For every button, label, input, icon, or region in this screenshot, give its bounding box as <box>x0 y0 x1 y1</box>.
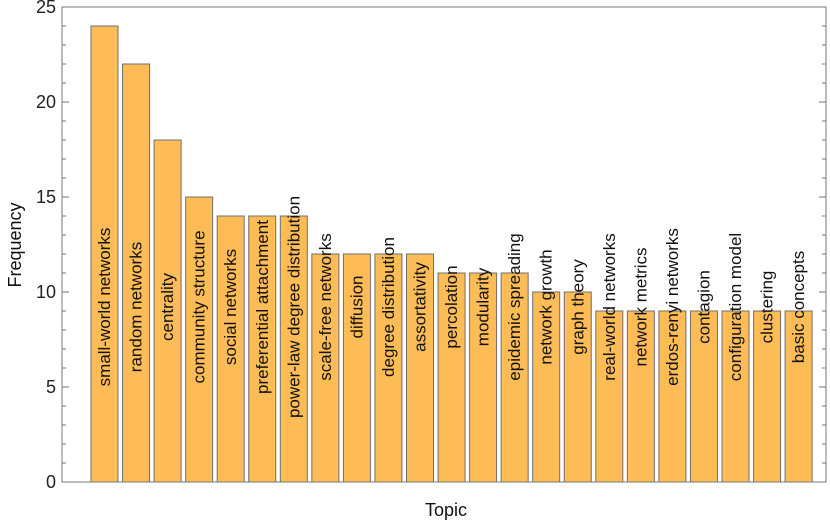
bar-label-19: contagion <box>694 270 713 344</box>
y-tick-label-20: 20 <box>36 92 56 112</box>
bar-label-11: percolation <box>442 265 461 348</box>
bar-label-2: centrality <box>158 272 177 341</box>
bar-label-18: erdos-renyi networks <box>663 228 682 386</box>
bar-label-5: preferential attachment <box>253 220 272 394</box>
bar-label-22: basic concepts <box>789 251 808 363</box>
x-axis-title: Topic <box>425 500 467 520</box>
y-tick-label-5: 5 <box>46 377 56 397</box>
bar-16 <box>595 310 624 483</box>
bar-label-9: degree distribution <box>379 237 398 377</box>
bar-21 <box>753 310 782 483</box>
bar-18 <box>658 310 687 483</box>
bar-label-20: configuration model <box>726 233 745 381</box>
bar-9 <box>374 253 403 483</box>
y-tick-label-10: 10 <box>36 282 56 302</box>
bar-7 <box>311 253 340 483</box>
bar-label-21: clustering <box>758 271 777 344</box>
bar-label-7: scale-free networks <box>316 233 335 380</box>
bar-label-6: power-law degree distribution <box>284 196 303 418</box>
plot-frame <box>61 6 827 483</box>
bar-15 <box>563 291 592 483</box>
bar-5 <box>248 215 277 483</box>
bar-11 <box>437 272 466 483</box>
bar-label-12: modularity <box>474 267 493 346</box>
y-tick-label-0: 0 <box>46 472 56 492</box>
bar-label-8: diffusion <box>347 275 366 338</box>
bar-label-10: assortativity <box>411 262 430 352</box>
bar-label-1: random networks <box>127 242 146 372</box>
bar-17 <box>626 310 655 483</box>
bar-22 <box>784 310 813 483</box>
y-tick-label-15: 15 <box>36 187 56 207</box>
bar-1 <box>122 63 151 483</box>
bar-13 <box>500 272 529 483</box>
bar-0 <box>90 25 119 483</box>
bar-3 <box>185 196 214 483</box>
bar-label-17: network metrics <box>631 247 650 366</box>
bar-10 <box>406 253 434 483</box>
plot-frame-rect <box>61 6 827 483</box>
bar-20 <box>721 310 750 483</box>
bar-label-3: community structure <box>190 230 209 383</box>
bar-label-14: network growth <box>537 249 556 364</box>
bar-label-16: real-world networks <box>600 233 619 380</box>
bar-label-15: graph theory <box>568 259 587 355</box>
y-tick-label-25: 25 <box>36 0 56 17</box>
y-axis-title: Frequency <box>5 202 25 287</box>
bar-label-0: small-world networks <box>95 228 114 387</box>
bars-layer: small-world networks random networks centr… <box>90 25 813 483</box>
bar-2 <box>153 139 182 483</box>
bar-label-4: social networks <box>221 249 240 365</box>
y-axis-ticks: 0 5 10 15 20 25 <box>36 0 826 492</box>
bar-label-13: epidemic spreading <box>505 233 524 380</box>
bar-19 <box>689 310 718 483</box>
